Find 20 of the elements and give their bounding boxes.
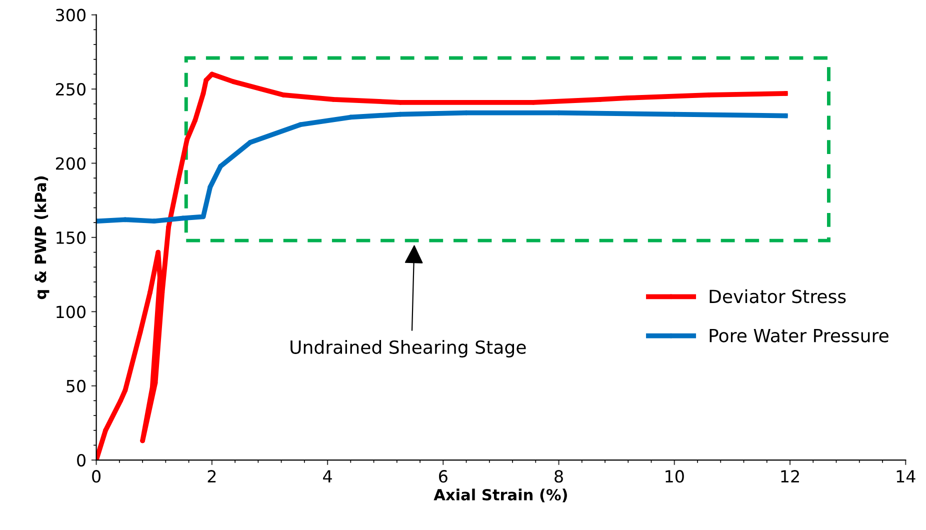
legend-label: Pore Water Pressure [710, 328, 888, 342]
x-tick-label: 2 [208, 470, 216, 482]
x-tick-label: 8 [554, 470, 563, 483]
y-tick-label: 300 [56, 8, 86, 22]
y-tick-label: 100 [56, 306, 86, 318]
y-tick-label: 250 [56, 83, 86, 96]
x-tick-label: 14 [896, 470, 916, 482]
y-tick-label: 50 [66, 380, 86, 392]
x-tick-label: 4 [323, 470, 332, 482]
y-tick-label: 200 [56, 157, 86, 170]
x-axis-title: Axial Strain (%) [434, 488, 567, 502]
y-axis-title: q & PWP (kPa) [34, 176, 50, 300]
x-tick-label: 6 [439, 470, 448, 483]
y-tick-label: 0 [77, 454, 86, 467]
x-tick-label: 12 [781, 470, 799, 482]
annotation: Undrained Shearing Stage [290, 340, 526, 358]
x-tick-label: 10 [666, 470, 684, 483]
y-tick-label: 150 [56, 231, 86, 244]
x-tick-label: 0 [92, 470, 100, 483]
legend-label: Deviator Stress [710, 289, 846, 304]
